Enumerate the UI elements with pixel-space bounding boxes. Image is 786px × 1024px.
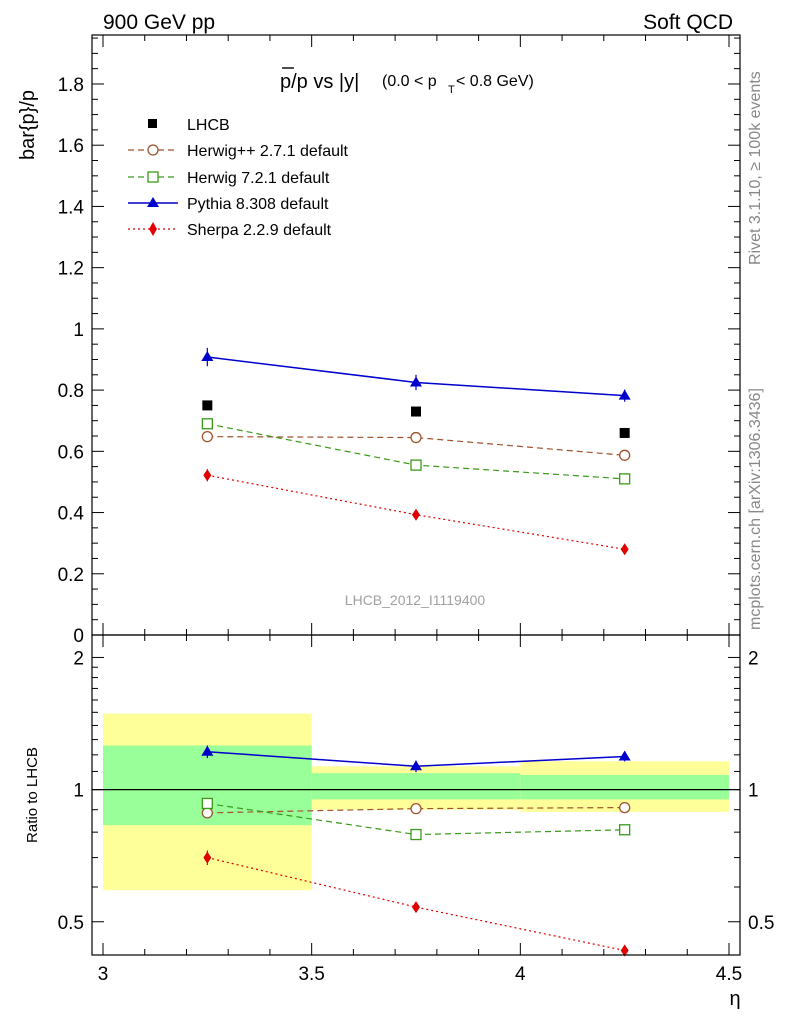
y-tick-label: 0 [73, 626, 84, 647]
legend-label-herwigpp: Herwig++ 2.7.1 default [187, 143, 349, 160]
ratio-tick-label-right: 0.5 [748, 913, 774, 934]
legend-entry-herwigpp: Herwig++ 2.7.1 default [128, 143, 349, 160]
y-tick-label: 1.2 [58, 259, 84, 280]
y-tick-label: 0.4 [58, 504, 85, 525]
legend-marker-herwig7 [147, 171, 159, 183]
legend-label-lhcb: LHCB [187, 117, 230, 134]
header-right: Soft QCD [643, 11, 733, 34]
x-tick-label: 3 [98, 964, 109, 985]
side-label-rivet: Rivet 3.1.10, ≥ 100k events [747, 71, 764, 265]
series-2-ratio-point [410, 828, 422, 841]
title-main: p/p vs |y| [280, 71, 359, 93]
legend-label-sherpa: Sherpa 2.2.9 default [187, 222, 332, 239]
ratio-tick-label-left: 0.5 [58, 913, 84, 934]
x-tick-label: 4.5 [716, 964, 742, 985]
ratio-tick-label-right: 2 [748, 648, 759, 669]
series-3-point [410, 376, 422, 387]
y-tick-label: 0.8 [58, 381, 84, 402]
y-tick-label: 1.8 [58, 75, 84, 96]
series-2-point [410, 459, 422, 471]
y-axis-label: bar{p}/p [17, 90, 39, 160]
data-point-lhcb [619, 427, 630, 438]
series-1-point [201, 430, 213, 443]
legend-entry-herwig7: Herwig 7.2.1 default [128, 170, 330, 187]
ratio-band-stat [520, 774, 729, 800]
series-4-ratio-point [203, 851, 212, 864]
series-2-point [619, 473, 631, 485]
y-tick-label: 1 [73, 320, 84, 341]
series-4-point [203, 469, 212, 482]
data-point-lhcb [411, 406, 421, 417]
series-2-ratio-point [619, 824, 631, 836]
ratio-tick-label-left: 2 [73, 648, 84, 669]
x-tick-label: 3.5 [298, 964, 324, 985]
legend: LHCB Herwig++ 2.7.1 default Herwig 7.2.1… [128, 117, 349, 239]
legend-entry-pythia: Pythia 8.308 default [128, 196, 329, 213]
legend-marker-sherpa [149, 222, 157, 236]
legend-marker-herwigpp [147, 144, 159, 156]
analysis-watermark: LHCB_2012_I1119400 [345, 592, 486, 608]
series-3-point [201, 351, 214, 362]
ratio-panel [92, 713, 740, 957]
title-cond-a: (0.0 < p [382, 73, 437, 90]
side-label-mcplots: mcplots.cern.ch [arXiv:1306.3436] [747, 388, 764, 630]
y-tick-label: 0.6 [58, 442, 84, 463]
legend-entry-sherpa: Sherpa 2.2.9 default [128, 222, 332, 239]
legend-marker-lhcb [148, 119, 157, 128]
ratio-tick-label-right: 1 [748, 781, 759, 802]
title-cond-b: < 0.8 GeV) [456, 73, 534, 90]
legend-marker-pythia [147, 197, 159, 207]
series-1-point [410, 431, 422, 444]
y-tick-label: 0.2 [58, 565, 84, 586]
legend-label-herwig7: Herwig 7.2.1 default [187, 170, 330, 187]
data-point-lhcb [202, 400, 213, 411]
x-tick-label: 4 [515, 964, 526, 985]
series-4-point [620, 543, 629, 556]
series-4-line [207, 474, 625, 550]
header-left: 900 GeV pp [103, 11, 215, 34]
series-1-ratio-point [619, 801, 631, 814]
ratio-frame [91, 634, 741, 956]
series-3-ratio-point [410, 760, 422, 771]
chart-title: p/p vs |y| (0.0 < p T < 0.8 GeV) [280, 67, 534, 96]
series-4-ratio-line [207, 857, 625, 952]
series-4-ratio-point [620, 944, 629, 957]
series-1-ratio-point [410, 802, 422, 815]
legend-entry-lhcb: LHCB [148, 117, 230, 134]
series-1-ratio-point [201, 807, 213, 819]
y-tick-label: 1.4 [58, 197, 85, 218]
series-1-point [619, 449, 631, 461]
series-3-point [618, 389, 631, 400]
series-2-ratio-point [201, 797, 213, 810]
main-panel [201, 347, 631, 556]
series-4-point [412, 508, 420, 521]
ratio-axis-label: Ratio to LHCB [24, 747, 41, 843]
series-4-ratio-point [412, 901, 420, 914]
axes: 0 0.2 0.4 0.6 0.8 1 1.2 1.4 1.6 1.8 0.5 0.5 1 1 2 2 3 3.5… [58, 34, 774, 985]
legend-label-pythia: Pythia 8.308 default [187, 196, 329, 213]
ratio-band-stat [311, 773, 521, 800]
series-3-ratio-point [201, 745, 214, 756]
series-3-ratio-point [618, 750, 631, 761]
x-axis-label: η [729, 988, 740, 1010]
title-cond-sub: T [448, 84, 455, 96]
series-2-point [201, 418, 213, 430]
ratio-tick-label-left: 1 [73, 781, 84, 802]
y-tick-label: 1.6 [58, 136, 84, 157]
